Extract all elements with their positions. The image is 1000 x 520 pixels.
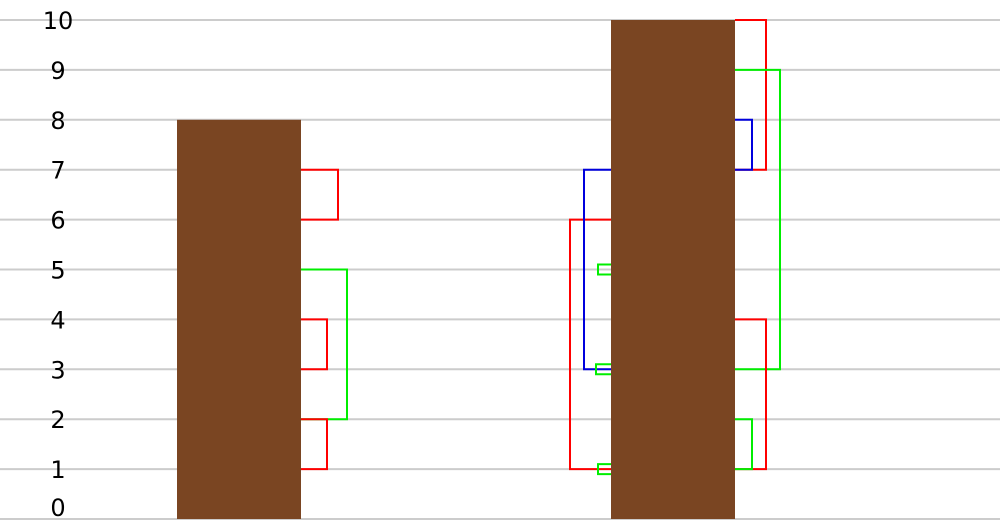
- y-tick-label-6: 6: [50, 207, 65, 235]
- bracket-0: [301, 168, 339, 221]
- bars: [177, 20, 735, 520]
- bracket-4: [735, 19, 767, 171]
- y-tick-label-8: 8: [50, 107, 65, 135]
- gridlines: [0, 19, 1000, 520]
- y-tick-label-2: 2: [50, 406, 65, 434]
- y-tick-label-1: 1: [50, 456, 65, 484]
- y-tick-label-9: 9: [50, 57, 65, 85]
- bar-0: [177, 119, 301, 520]
- bracket-8: [735, 418, 753, 471]
- bracket-12: [595, 363, 611, 376]
- y-tick-labels: 0 1 2 3 4 5 6 7 8 9 10: [43, 7, 74, 520]
- bracket-9: [569, 218, 611, 471]
- bracket-11: [597, 263, 611, 276]
- bracket-5: [735, 68, 781, 371]
- y-tick-label-0: 0: [50, 494, 65, 520]
- bracket-13: [597, 463, 611, 476]
- bracket-1: [301, 268, 348, 421]
- y-tick-label-4: 4: [50, 306, 65, 334]
- y-tick-label-5: 5: [50, 257, 65, 285]
- y-tick-label-10: 10: [43, 7, 74, 35]
- bracket-3: [301, 418, 328, 471]
- bar-1: [611, 20, 735, 519]
- y-tick-label-3: 3: [50, 356, 65, 384]
- y-tick-label-7: 7: [50, 157, 65, 185]
- bracket-10: [583, 168, 611, 371]
- bracket-2: [301, 318, 328, 371]
- bracket-6: [735, 118, 753, 171]
- bracket-7: [735, 318, 767, 471]
- brackets: [301, 19, 781, 476]
